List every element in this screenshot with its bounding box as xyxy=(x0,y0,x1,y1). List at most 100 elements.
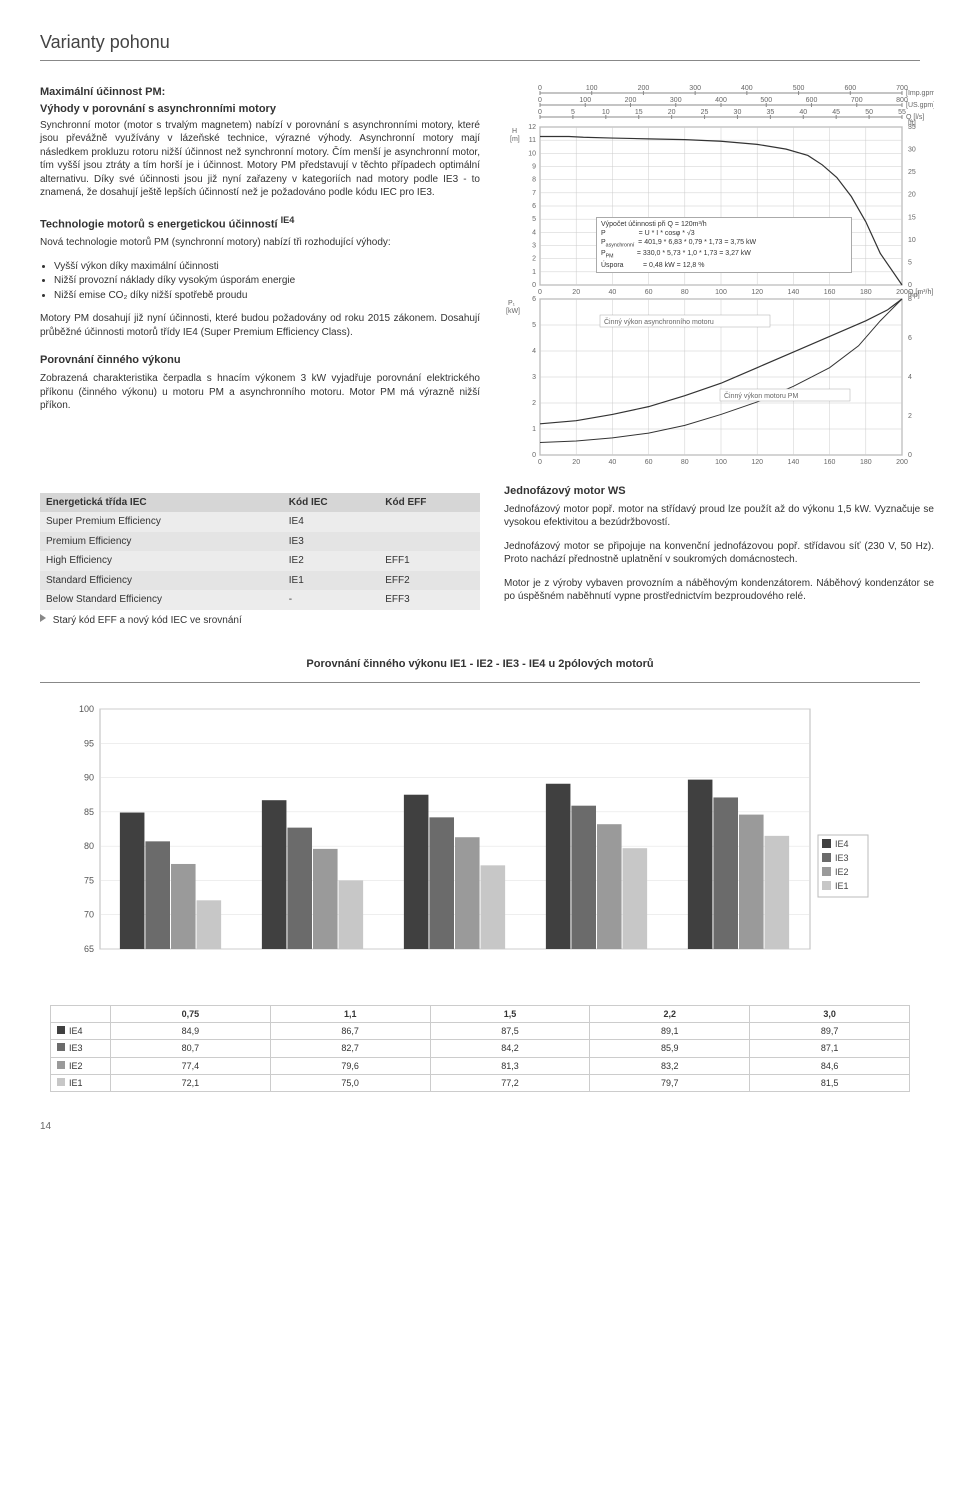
svg-text:Činný výkon motoru PM: Činný výkon motoru PM xyxy=(724,391,798,400)
right-column: 0100200300400500600700[Imp.gpm]010020030… xyxy=(504,85,934,627)
eff-cell: 75,0 xyxy=(270,1074,430,1091)
svg-text:30: 30 xyxy=(734,109,742,116)
iec-cell: Super Premium Efficiency xyxy=(40,512,283,532)
svg-text:5: 5 xyxy=(571,109,575,116)
eff-cell: 87,1 xyxy=(750,1040,910,1057)
eff-cell: 80,7 xyxy=(111,1040,271,1057)
para-tech: Nová technologie motorů PM (synchronní m… xyxy=(40,236,480,250)
eff-cell: 84,6 xyxy=(750,1057,910,1074)
bullet-item: Nižší provozní náklady díky vysokým úspo… xyxy=(54,274,480,288)
svg-text:85: 85 xyxy=(84,807,94,817)
svg-text:[ft]: [ft] xyxy=(908,120,916,127)
para-compare: Zobrazená charakteristika čerpadla s hna… xyxy=(40,372,480,413)
svg-text:6: 6 xyxy=(532,296,536,303)
svg-text:H: H xyxy=(512,128,517,135)
svg-text:90: 90 xyxy=(84,773,94,783)
svg-text:[m]: [m] xyxy=(510,136,520,143)
svg-text:160: 160 xyxy=(824,459,836,465)
svg-text:600: 600 xyxy=(844,85,856,92)
svg-text:180: 180 xyxy=(860,459,872,465)
svg-text:10: 10 xyxy=(528,151,536,158)
iec-caption-text: Starý kód EFF a nový kód IEC ve srovnání xyxy=(53,615,242,626)
iec-header: Energetická třída IEC xyxy=(40,493,283,513)
eff-cell: 87,5 xyxy=(430,1023,590,1040)
svg-text:35: 35 xyxy=(766,109,774,116)
svg-text:70: 70 xyxy=(84,910,94,920)
svg-text:20: 20 xyxy=(908,192,916,199)
svg-text:3: 3 xyxy=(532,374,536,381)
para-pm-2: Motory PM dosahují již nyní účinnosti, k… xyxy=(40,312,480,339)
left-column: Maximální účinnost PM: Výhody v porovnán… xyxy=(40,85,480,627)
svg-text:10: 10 xyxy=(908,237,916,244)
pump-chart: 0100200300400500600700[Imp.gpm]010020030… xyxy=(504,85,934,465)
page-title: Varianty pohonu xyxy=(40,30,920,54)
efficiency-table: 0,751,11,52,23,0 IE484,986,787,589,189,7… xyxy=(50,1005,910,1092)
svg-text:2: 2 xyxy=(532,400,536,407)
header-rule xyxy=(40,60,920,61)
svg-text:1: 1 xyxy=(532,269,536,276)
svg-text:60: 60 xyxy=(645,459,653,465)
eff-cell: 79,6 xyxy=(270,1057,430,1074)
svg-text:120: 120 xyxy=(751,289,763,296)
svg-text:4: 4 xyxy=(532,348,536,355)
svg-text:IE4: IE4 xyxy=(835,839,849,849)
eff-cell: 77,2 xyxy=(430,1074,590,1091)
eff-row-label: IE4 xyxy=(51,1023,111,1040)
para-ws-2: Jednofázový motor se připojuje na konven… xyxy=(504,540,934,567)
eff-header: 3,0 xyxy=(750,1006,910,1023)
para-pm-1: Synchronní motor (motor s trvalým magnet… xyxy=(40,119,480,200)
svg-text:0: 0 xyxy=(538,97,542,104)
svg-text:5: 5 xyxy=(532,322,536,329)
svg-text:100: 100 xyxy=(79,704,94,714)
iec-cell: IE4 xyxy=(283,512,380,532)
eff-header: 2,2 xyxy=(590,1006,750,1023)
heading-pm-efficiency-b: Výhody v porovnání s asynchronními motor… xyxy=(40,102,480,117)
svg-text:0: 0 xyxy=(908,282,912,289)
svg-text:200: 200 xyxy=(638,85,650,92)
svg-text:100: 100 xyxy=(586,85,598,92)
svg-text:11: 11 xyxy=(529,137,536,144)
bullet-item: Nižší emise CO₂ díky nižší spotřebě prou… xyxy=(54,289,480,303)
svg-text:600: 600 xyxy=(806,97,818,104)
svg-text:10: 10 xyxy=(602,109,610,116)
svg-text:Činný výkon asynchronního moto: Činný výkon asynchronního motoru xyxy=(604,317,714,326)
eff-cell: 83,2 xyxy=(590,1057,750,1074)
eff-header: 1,1 xyxy=(270,1006,430,1023)
svg-text:300: 300 xyxy=(689,85,701,92)
eff-cell: 72,1 xyxy=(111,1074,271,1091)
svg-text:20: 20 xyxy=(668,109,676,116)
svg-text:200: 200 xyxy=(896,459,908,465)
page-number: 14 xyxy=(40,1120,920,1134)
svg-text:7: 7 xyxy=(532,190,536,197)
svg-text:6: 6 xyxy=(908,335,912,342)
svg-text:[hp]: [hp] xyxy=(908,292,920,299)
svg-text:60: 60 xyxy=(645,289,653,296)
eff-cell: 82,7 xyxy=(270,1040,430,1057)
svg-text:0: 0 xyxy=(908,452,912,459)
svg-text:80: 80 xyxy=(681,289,689,296)
bullet-item: Vyšší výkon díky maximální účinnosti xyxy=(54,260,480,274)
svg-text:80: 80 xyxy=(681,459,689,465)
heading-pm-efficiency-a: Maximální účinnost PM: xyxy=(40,85,480,100)
svg-text:55: 55 xyxy=(898,109,906,116)
eff-cell: 85,9 xyxy=(590,1040,750,1057)
iec-table: Energetická třída IECKód IECKód EFF Supe… xyxy=(40,493,480,610)
svg-text:40: 40 xyxy=(609,289,617,296)
svg-text:65: 65 xyxy=(84,944,94,954)
eff-row-label: IE1 xyxy=(51,1074,111,1091)
iec-cell: EFF2 xyxy=(379,571,480,591)
eff-header xyxy=(51,1006,111,1023)
iec-cell: - xyxy=(283,590,380,610)
svg-text:20: 20 xyxy=(572,459,580,465)
svg-text:0: 0 xyxy=(538,459,542,465)
eff-cell: 79,7 xyxy=(590,1074,750,1091)
svg-text:400: 400 xyxy=(715,97,727,104)
svg-text:4: 4 xyxy=(908,374,912,381)
svg-text:8: 8 xyxy=(532,177,536,184)
heading-tech-text: Technologie motorů s energetickou účinno… xyxy=(40,219,278,231)
svg-text:100: 100 xyxy=(715,459,727,465)
svg-text:75: 75 xyxy=(84,876,94,886)
svg-text:500: 500 xyxy=(760,97,772,104)
svg-text:400: 400 xyxy=(741,85,753,92)
svg-text:120: 120 xyxy=(751,459,763,465)
